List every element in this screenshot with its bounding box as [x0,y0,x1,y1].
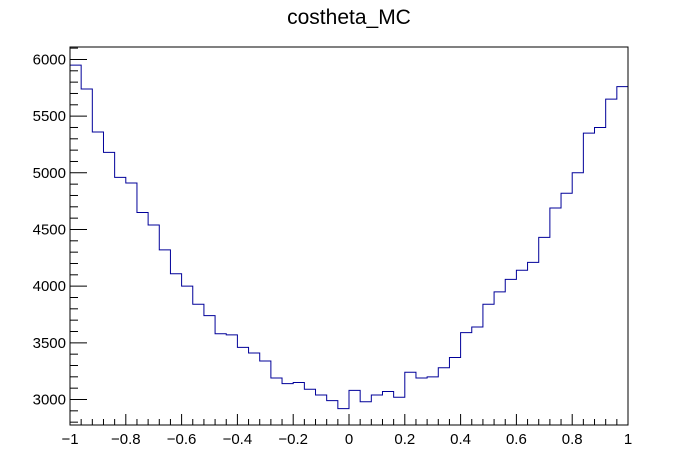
x-tick-label: −1 [61,431,78,448]
y-tick-label: 5000 [33,165,66,182]
y-tick-label: 4000 [33,278,66,295]
x-tick-label: −0.4 [223,431,253,448]
x-tick-label: −0.6 [167,431,197,448]
y-tick-label: 3000 [33,391,66,408]
x-tick-label: 0.4 [450,431,471,448]
y-tick-label: 3500 [33,335,66,352]
x-tick-label: −0.2 [278,431,308,448]
y-tick-label: 4500 [33,221,66,238]
histogram-series-line [70,64,628,410]
plot-frame [69,46,629,426]
chart-title: costheta_MC [287,6,411,29]
x-axis: −1 −0.8 −0.6 −0.4 −0.2 0 0.2 0.4 0.6 0.8 1 [61,414,632,448]
y-tick-label: 5500 [33,108,66,125]
x-tick-label: 0.2 [394,431,415,448]
x-tick-label: 0.8 [562,431,583,448]
x-tick-label: 0 [345,431,353,448]
y-axis: 3000 3500 4000 4500 5000 5500 6000 [33,47,87,423]
y-tick-label: 6000 [33,51,66,68]
x-tick-label: −0.8 [111,431,141,448]
x-tick-label: 1 [624,431,632,448]
x-tick-label: 0.6 [506,431,527,448]
